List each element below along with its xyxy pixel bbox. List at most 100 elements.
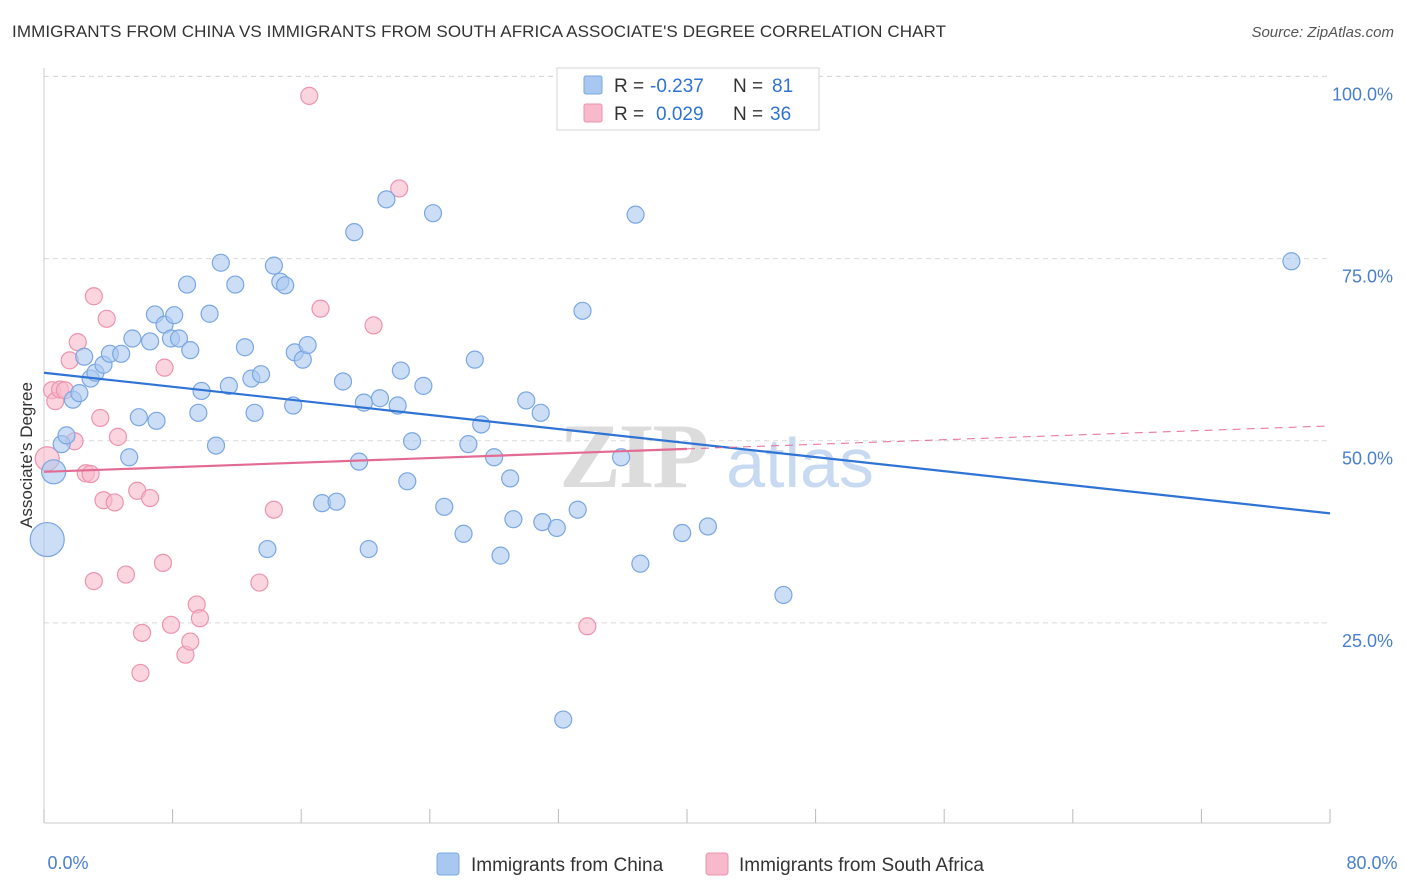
x-tick-label-min: 0.0% <box>47 853 88 873</box>
point-south-africa <box>578 617 597 636</box>
trend-line-south-africa-extension <box>686 425 1331 450</box>
point-south-africa <box>153 553 173 573</box>
legend-r-label-china: R = <box>614 76 644 97</box>
legend-swatch-sa <box>583 103 603 123</box>
series-china-points <box>29 190 1301 729</box>
point-china <box>673 523 692 543</box>
bottom-legend-swatch-sa <box>705 852 729 876</box>
point-china <box>1282 252 1301 271</box>
point-china <box>501 469 520 488</box>
point-china <box>226 275 245 294</box>
watermark-zip: ZIP <box>559 405 706 507</box>
legend-n-label-sa: N = <box>733 104 763 125</box>
point-china <box>377 190 396 209</box>
point-south-africa <box>84 572 103 591</box>
point-china <box>547 518 566 538</box>
y-tick-label: 75.0% <box>1342 267 1393 287</box>
point-china <box>333 372 353 391</box>
point-south-africa <box>140 488 160 508</box>
point-china <box>517 391 536 410</box>
point-south-africa <box>250 573 269 592</box>
point-china <box>200 304 219 323</box>
point-china <box>189 403 208 422</box>
point-china <box>631 554 650 573</box>
point-china <box>531 403 550 422</box>
watermark: ZIP atlas <box>559 405 874 507</box>
point-china <box>169 329 189 348</box>
point-china <box>491 546 510 565</box>
legend-n-label-china: N = <box>733 76 763 97</box>
point-china <box>423 204 443 223</box>
point-china <box>123 329 142 348</box>
point-china <box>206 436 226 455</box>
point-china <box>472 415 491 434</box>
point-china <box>129 408 148 427</box>
legend-swatch-china <box>583 75 603 95</box>
series-legend: Immigrants from China Immigrants from So… <box>436 852 984 876</box>
legend-r-label-sa: R = <box>614 104 644 125</box>
point-china <box>485 448 504 467</box>
stats-legend: R = -0.237 N = 81 R = 0.029 N = 36 <box>556 67 820 131</box>
point-south-africa <box>116 565 136 584</box>
point-china <box>370 389 390 408</box>
point-south-africa <box>84 287 103 306</box>
point-china <box>611 448 631 467</box>
point-china <box>219 376 238 395</box>
point-china <box>258 539 277 559</box>
point-china <box>181 341 200 360</box>
point-south-africa <box>91 408 110 428</box>
point-south-africa <box>390 179 409 198</box>
point-south-africa <box>181 632 200 651</box>
y-tick-label: 25.0% <box>1342 631 1393 651</box>
point-china <box>465 350 484 369</box>
point-china <box>264 256 283 275</box>
point-south-africa <box>190 609 210 628</box>
y-tick-label: 50.0% <box>1342 449 1393 469</box>
point-china <box>435 497 454 516</box>
point-china <box>626 205 645 224</box>
bottom-legend-label-china: Immigrants from China <box>471 855 664 876</box>
legend-r-value-sa: 0.029 <box>656 104 704 125</box>
point-china <box>388 396 407 415</box>
point-south-africa <box>105 493 124 512</box>
point-china <box>276 276 295 295</box>
point-china <box>120 448 139 467</box>
point-china <box>177 275 197 294</box>
point-china <box>327 492 346 511</box>
point-china <box>75 347 94 366</box>
point-south-africa <box>364 316 383 335</box>
point-south-africa <box>81 464 100 484</box>
point-china <box>573 301 592 320</box>
point-china <box>398 472 417 491</box>
trend-line-south-africa <box>43 447 688 473</box>
point-china <box>140 332 160 351</box>
point-south-africa <box>300 86 319 105</box>
source-label: Source: ZipAtlas.com <box>1251 24 1394 41</box>
point-china <box>774 585 793 605</box>
tick-labels: 100.0% 75.0% 50.0% 25.0% 0.0% 80.0% <box>47 84 1397 873</box>
legend-n-value-china: 81 <box>772 76 793 97</box>
point-china <box>245 403 264 422</box>
point-south-africa <box>132 623 152 642</box>
point-china <box>414 376 433 395</box>
point-china <box>29 521 65 558</box>
legend-n-value-sa: 36 <box>770 104 791 125</box>
point-south-africa <box>108 427 128 446</box>
axes <box>43 68 1331 824</box>
point-china <box>112 344 131 363</box>
y-axis-label: Associate's Degree <box>17 382 36 528</box>
series-south-africa-points <box>34 86 597 683</box>
bottom-legend-swatch-china <box>436 852 460 876</box>
point-south-africa <box>311 299 330 318</box>
point-china <box>70 384 89 403</box>
point-china <box>698 517 717 536</box>
point-south-africa <box>131 663 150 683</box>
point-china <box>345 223 364 242</box>
point-china <box>454 524 473 543</box>
point-china <box>147 411 166 430</box>
point-china <box>235 338 255 357</box>
chart-title: IMMIGRANTS FROM CHINA VS IMMIGRANTS FROM… <box>12 22 947 41</box>
point-china <box>57 426 76 445</box>
point-south-africa <box>161 615 181 634</box>
